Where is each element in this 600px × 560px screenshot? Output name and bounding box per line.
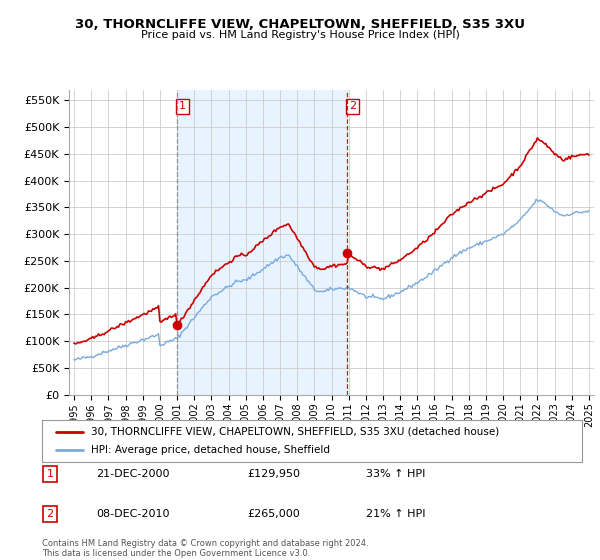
Text: 21-DEC-2000: 21-DEC-2000 bbox=[96, 469, 170, 479]
Text: 08-DEC-2010: 08-DEC-2010 bbox=[96, 509, 170, 519]
Text: 2: 2 bbox=[349, 101, 356, 111]
Text: 1: 1 bbox=[179, 101, 186, 111]
Text: 33% ↑ HPI: 33% ↑ HPI bbox=[366, 469, 425, 479]
Text: £265,000: £265,000 bbox=[247, 509, 300, 519]
Bar bbox=[177, 90, 347, 395]
Text: Price paid vs. HM Land Registry's House Price Index (HPI): Price paid vs. HM Land Registry's House … bbox=[140, 30, 460, 40]
Text: Contains HM Land Registry data © Crown copyright and database right 2024.
This d: Contains HM Land Registry data © Crown c… bbox=[42, 539, 368, 558]
Text: 2: 2 bbox=[47, 509, 53, 519]
Text: 30, THORNCLIFFE VIEW, CHAPELTOWN, SHEFFIELD, S35 3XU (detached house): 30, THORNCLIFFE VIEW, CHAPELTOWN, SHEFFI… bbox=[91, 427, 499, 437]
Text: HPI: Average price, detached house, Sheffield: HPI: Average price, detached house, Shef… bbox=[91, 445, 329, 455]
Text: £129,950: £129,950 bbox=[247, 469, 300, 479]
Text: 21% ↑ HPI: 21% ↑ HPI bbox=[366, 509, 425, 519]
Text: 30, THORNCLIFFE VIEW, CHAPELTOWN, SHEFFIELD, S35 3XU: 30, THORNCLIFFE VIEW, CHAPELTOWN, SHEFFI… bbox=[75, 18, 525, 31]
Text: 1: 1 bbox=[47, 469, 53, 479]
